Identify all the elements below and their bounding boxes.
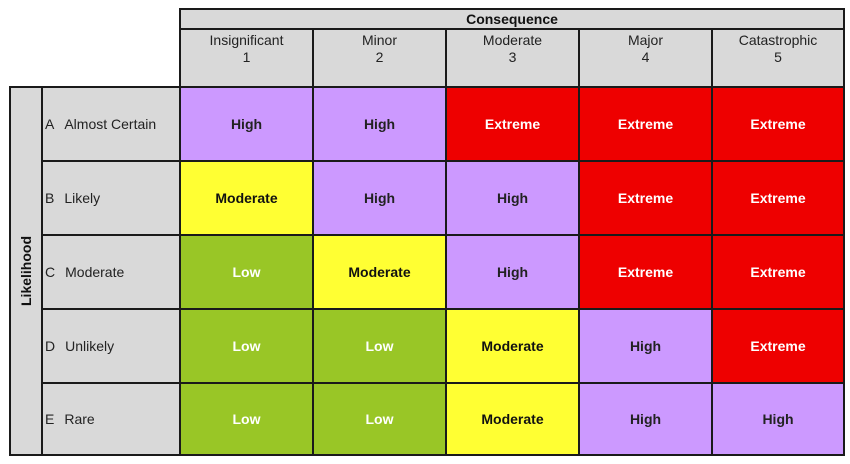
column-header-3: Moderate 3 bbox=[445, 30, 580, 88]
risk-cell: Extreme bbox=[578, 234, 713, 310]
risk-cell: Extreme bbox=[711, 308, 845, 384]
risk-cell: High bbox=[578, 382, 713, 456]
risk-cell: High bbox=[711, 382, 845, 456]
consequence-title: Consequence bbox=[466, 11, 558, 27]
risk-cell: Extreme bbox=[578, 86, 713, 162]
risk-cell: Moderate bbox=[445, 308, 580, 384]
row-header-letter: B bbox=[45, 190, 55, 206]
column-header-1: Insignificant 1 bbox=[179, 30, 314, 88]
row-header-name: Rare bbox=[64, 411, 95, 427]
risk-cell: Extreme bbox=[711, 160, 845, 236]
column-header-number: 5 bbox=[774, 49, 782, 65]
row-header-d: D Unlikely bbox=[43, 308, 181, 384]
risk-cell: High bbox=[445, 234, 580, 310]
row-header-a: A Almost Certain bbox=[43, 86, 181, 162]
column-header-name: Moderate bbox=[482, 32, 543, 48]
column-header-name: Insignificant bbox=[209, 32, 284, 48]
consequence-header: Consequence bbox=[179, 8, 845, 30]
row-header-letter: A bbox=[45, 116, 55, 132]
column-header-number: 2 bbox=[375, 49, 384, 65]
risk-cell: High bbox=[312, 86, 447, 162]
risk-cell: Low bbox=[179, 382, 314, 456]
column-header-5: Catastrophic 5 bbox=[711, 30, 845, 88]
risk-cell: Moderate bbox=[179, 160, 314, 236]
risk-cell: Low bbox=[312, 382, 447, 456]
risk-cell: High bbox=[445, 160, 580, 236]
risk-cell: High bbox=[179, 86, 314, 162]
likelihood-header: Likelihood bbox=[9, 86, 43, 456]
column-header-name: Catastrophic bbox=[738, 32, 818, 48]
risk-cell: Low bbox=[179, 308, 314, 384]
risk-cell: High bbox=[312, 160, 447, 236]
row-header-letter: C bbox=[45, 264, 56, 280]
column-header-name: Major bbox=[627, 32, 663, 48]
column-header-number: 1 bbox=[242, 49, 251, 65]
likelihood-title: Likelihood bbox=[18, 236, 34, 306]
risk-cell: Moderate bbox=[312, 234, 447, 310]
risk-cell: Extreme bbox=[578, 160, 713, 236]
row-header-c: C Moderate bbox=[43, 234, 181, 310]
risk-cell: Extreme bbox=[445, 86, 580, 162]
row-header-name: Unlikely bbox=[65, 338, 115, 354]
row-header-letter: E bbox=[45, 411, 55, 427]
risk-cell: Low bbox=[312, 308, 447, 384]
column-header-name: Minor bbox=[361, 32, 397, 48]
column-header-number: 3 bbox=[508, 49, 517, 65]
risk-cell: Extreme bbox=[711, 86, 845, 162]
risk-cell: Moderate bbox=[445, 382, 580, 456]
row-header-b: B Likely bbox=[43, 160, 181, 236]
row-header-e: E Rare bbox=[43, 382, 181, 456]
row-header-letter: D bbox=[45, 338, 56, 354]
column-header-4: Major 4 bbox=[578, 30, 713, 88]
column-header-2: Minor 2 bbox=[312, 30, 447, 88]
row-header-name: Almost Certain bbox=[64, 116, 157, 132]
row-header-name: Moderate bbox=[65, 264, 125, 280]
risk-cell: High bbox=[578, 308, 713, 384]
risk-cell: Extreme bbox=[711, 234, 845, 310]
risk-cell: Low bbox=[179, 234, 314, 310]
column-header-number: 4 bbox=[641, 49, 650, 65]
row-header-name: Likely bbox=[64, 190, 101, 206]
